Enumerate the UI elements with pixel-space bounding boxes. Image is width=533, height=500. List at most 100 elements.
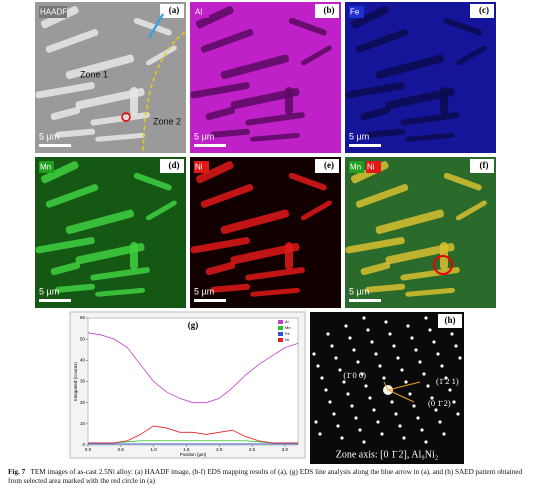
- diffraction-spot: [350, 404, 354, 408]
- precipitate: [455, 45, 487, 66]
- legend-label: Mn: [285, 325, 291, 330]
- diffraction-spot: [382, 376, 386, 380]
- precipitate: [375, 54, 445, 80]
- element-tag: Mn: [40, 163, 51, 172]
- diffraction-spot: [362, 316, 366, 320]
- precipitate: [360, 261, 391, 276]
- diffraction-spot: [358, 428, 362, 432]
- diffraction-spot: [402, 436, 406, 440]
- selected-area: [121, 112, 131, 122]
- precipitate: [45, 29, 99, 53]
- legend-swatch: [278, 320, 283, 324]
- precipitate: [375, 209, 445, 235]
- precipitate: [385, 243, 455, 265]
- index-arrow: [387, 389, 415, 403]
- precipitate: [55, 283, 96, 293]
- panel-background: [190, 2, 341, 153]
- precipitate: [350, 6, 389, 29]
- data-line: [88, 425, 298, 444]
- diffraction-spot: [416, 416, 420, 420]
- caption: Fig. 7 TEM images of as-cast 2.5Ni alloy…: [8, 468, 528, 486]
- precipitate: [443, 172, 482, 191]
- precipitate: [300, 200, 332, 221]
- legend-swatch: [278, 338, 283, 342]
- diffraction-spot: [366, 328, 370, 332]
- element-tag-box: [349, 6, 364, 18]
- scale-bar-label: 5 µm: [194, 131, 214, 141]
- diffraction-spot: [454, 344, 458, 348]
- legend-swatch: [278, 332, 283, 336]
- precipitate: [205, 106, 236, 121]
- diffraction-spot: [354, 416, 358, 420]
- panel-label-box: [470, 159, 494, 173]
- diffraction-spot: [444, 376, 448, 380]
- zone-axis-label: Zone axis: [0 1̄ 2], Al₉Ni₂: [336, 449, 439, 460]
- micrograph-panel: (d) Mn 5 µm: [35, 157, 186, 308]
- legend-swatch: [278, 326, 283, 330]
- diffraction-spot: [318, 432, 322, 436]
- scale-bar-label: 5 µm: [39, 131, 59, 141]
- diffraction-spot: [398, 424, 402, 428]
- diffraction-spot: [336, 424, 340, 428]
- panel-label: (f): [480, 160, 489, 170]
- scale-bar: [194, 299, 226, 302]
- selected-area: [433, 255, 453, 275]
- diffraction-spot: [378, 364, 382, 368]
- precipitate: [50, 261, 81, 276]
- scale-bar-label: 5 µm: [349, 286, 369, 296]
- x-axis-title: Position (µm): [180, 452, 207, 457]
- scale-bar: [349, 299, 381, 302]
- diffraction-spot: [440, 364, 444, 368]
- micrograph-panel: (a) HAADF 5 µm Zone 1 Zone 2: [35, 2, 186, 153]
- diffraction-spot: [374, 352, 378, 356]
- x-tick-label: 1.0: [150, 447, 157, 452]
- element-tag-box: [39, 161, 54, 173]
- diffraction-spot: [414, 348, 418, 352]
- precipitate: [45, 184, 99, 208]
- diffraction-spot: [408, 392, 412, 396]
- precipitate: [210, 283, 251, 293]
- panel-label: (d): [169, 160, 180, 170]
- precipitate: [195, 161, 234, 184]
- diffraction-spot: [434, 408, 438, 412]
- micrograph-panel: (e) Ni 5 µm: [190, 157, 341, 308]
- spot-index: (1̄ 2 1): [436, 376, 459, 386]
- y-tick-label: 30: [80, 379, 86, 384]
- legend-label: Al: [285, 319, 289, 324]
- panel-label-box: [470, 4, 494, 18]
- precipitate: [345, 82, 405, 99]
- precipitate: [133, 172, 172, 191]
- index-arrow: [387, 381, 421, 391]
- diffraction-spot: [392, 344, 396, 348]
- diffraction-spot: [400, 368, 404, 372]
- precipitate: [190, 82, 250, 99]
- diffraction-spot: [404, 380, 408, 384]
- diffraction-spot: [430, 396, 434, 400]
- precipitate: [35, 82, 95, 99]
- element-tag: Mn: [350, 163, 361, 172]
- diffraction-spot: [418, 360, 422, 364]
- precipitate: [65, 209, 135, 235]
- precipitate: [40, 161, 79, 184]
- diffraction-spot: [352, 348, 356, 352]
- y-tick-label: 60: [80, 315, 86, 320]
- scale-bar-label: 5 µm: [349, 131, 369, 141]
- figure-panels: (a) HAADF 5 µm Zone 1 Zone 2 (b) Al 5 µm (c) Fe 5 …: [35, 2, 496, 464]
- precipitate: [245, 112, 305, 126]
- element-tag: Ni: [195, 163, 203, 172]
- diffraction-spot: [364, 384, 368, 388]
- diffraction-spot: [420, 428, 424, 432]
- diffraction-spot: [334, 356, 338, 360]
- diffraction-spot: [432, 340, 436, 344]
- precipitate: [200, 29, 254, 53]
- precipitate: [365, 128, 406, 138]
- micrograph-panel: (f) Mn Ni 5 µm: [345, 157, 496, 308]
- precipitate: [285, 87, 293, 115]
- zone-label: Zone 1: [80, 69, 108, 79]
- diffraction-spot: [422, 372, 426, 376]
- precipitate: [75, 88, 145, 110]
- x-tick-label: 2.5: [249, 447, 256, 452]
- precipitate: [455, 200, 487, 221]
- precipitate: [133, 17, 172, 36]
- y-tick-label: 40: [80, 358, 86, 363]
